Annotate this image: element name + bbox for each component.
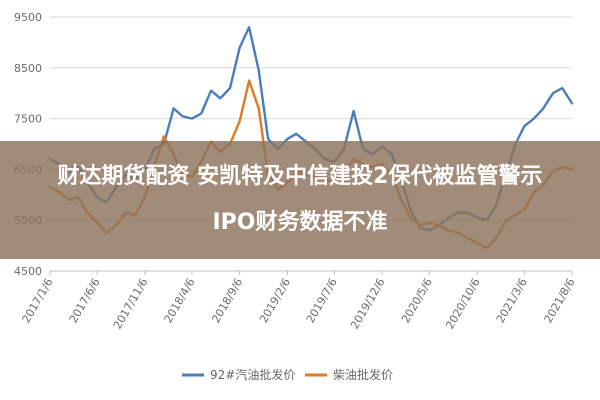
legend-label-0: 92#汽油批发价 [210, 367, 295, 382]
y-tick-label-9500: 9500 [14, 11, 42, 24]
legend: 92#汽油批发价 柴油批发价 [182, 367, 393, 382]
y-tick-label-8500: 8500 [14, 62, 42, 75]
headline-text: 财达期货配资 安凯特及中信建投2保代被监管警示 IPO财务数据不准 [0, 154, 600, 246]
x-tick-label-10: 2021/3/6 [494, 276, 530, 325]
x-tick-label-0: 2017/1/6 [20, 276, 56, 325]
legend-label-1: 柴油批发价 [333, 367, 393, 382]
headline-overlay [0, 141, 600, 259]
y-tick-label-4500: 4500 [14, 265, 42, 278]
x-tick-label-6: 2019/7/6 [304, 276, 340, 325]
y-tick-label-7500: 7500 [14, 113, 42, 126]
headline-line-2: IPO财务数据不准 [212, 210, 388, 235]
x-axis: 2017/1/6 2017/6/6 2017/11/6 2018/4/6 2018/9/… [20, 270, 578, 331]
x-tick-label-3: 2018/4/6 [162, 276, 198, 325]
x-tick-label-4: 2018/9/6 [209, 276, 245, 325]
x-tick-label-7: 2019/12/6 [348, 276, 387, 331]
x-tick-label-11: 2021/8/6 [542, 276, 578, 325]
x-tick-label-5: 2019/2/6 [257, 276, 293, 325]
x-tick-label-8: 2020/5/6 [399, 276, 435, 325]
headline-line-1: 财达期货配资 安凯特及中信建投2保代被监管警示 [57, 164, 543, 189]
x-tick-label-9: 2020/10/6 [443, 276, 482, 331]
x-tick-label-1: 2017/6/6 [67, 276, 103, 325]
x-tick-label-2: 2017/11/6 [111, 276, 150, 331]
